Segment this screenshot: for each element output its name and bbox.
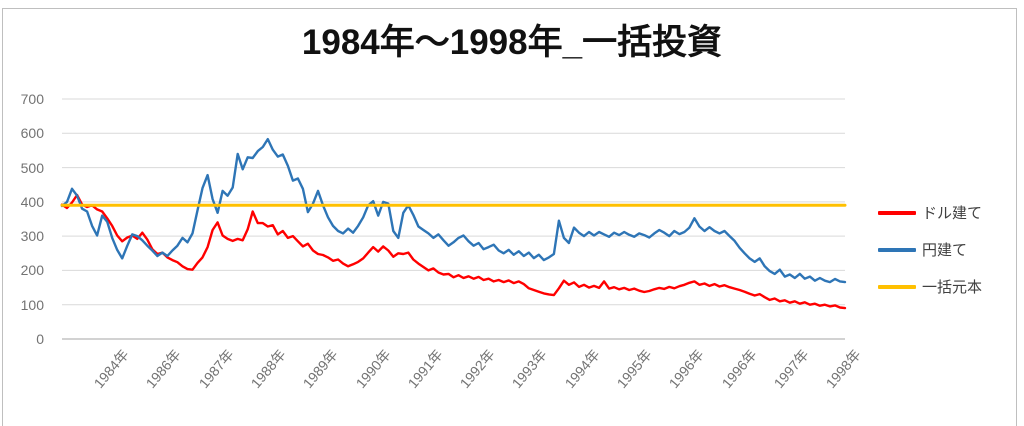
legend-label-principal: 一括元本	[922, 279, 983, 296]
legend-line-swatch-jpy	[878, 247, 916, 252]
chart-title: 1984年～1998年_一括投資	[301, 23, 723, 62]
series-line-usd	[60, 193, 847, 310]
y-axis-label: 600	[20, 125, 44, 142]
legend-line-swatch-principal	[878, 284, 916, 289]
legend-label-usd: ドル建て	[922, 205, 983, 222]
y-axis-label: 300	[20, 228, 44, 245]
y-axis-label: 0	[36, 331, 44, 347]
y-axis-label: 400	[20, 193, 44, 210]
y-axis-label: 200	[20, 262, 44, 279]
y-axis-label: 500	[20, 159, 44, 176]
legend-item-jpy: 円建て	[878, 238, 982, 261]
legend-line-swatch-usd	[878, 210, 916, 215]
legend-label-jpy: 円建て	[922, 242, 968, 259]
legend-item-principal: 一括元本	[878, 275, 982, 298]
legend-item-usd: ドル建て	[878, 201, 982, 224]
y-axis-label: 700	[20, 91, 44, 107]
series-line-jpy	[60, 137, 847, 284]
legend: ドル建て 円建て 一括元本	[878, 201, 982, 298]
y-axis-label: 100	[20, 296, 44, 313]
